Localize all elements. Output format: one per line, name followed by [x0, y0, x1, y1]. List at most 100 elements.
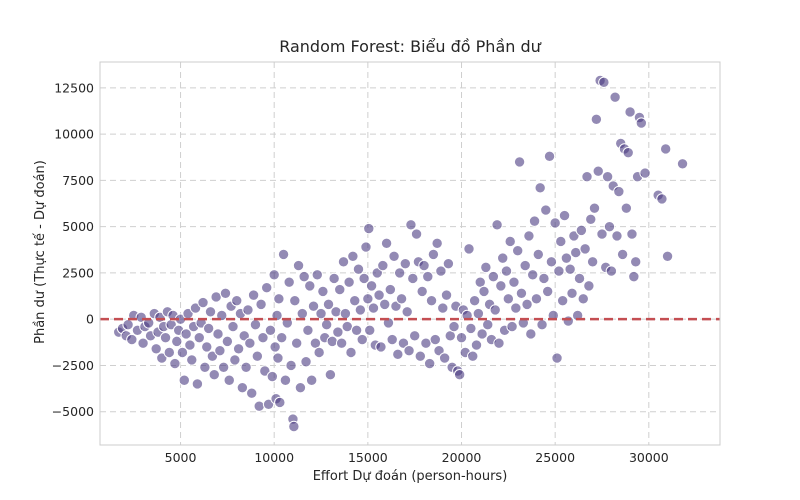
data-point — [186, 354, 198, 366]
data-point — [253, 400, 265, 412]
data-point — [277, 248, 290, 261]
y-tick-label: −2500 — [52, 358, 94, 373]
data-point — [337, 256, 350, 268]
data-point — [611, 230, 623, 242]
data-point — [497, 252, 509, 264]
data-point — [251, 350, 264, 362]
data-point — [455, 331, 468, 344]
data-point — [573, 272, 586, 285]
data-point — [311, 269, 323, 281]
data-point — [410, 228, 423, 240]
data-point — [401, 306, 413, 318]
data-point — [425, 294, 438, 307]
data-point — [463, 243, 475, 255]
data-point — [521, 298, 533, 311]
data-point — [322, 298, 335, 311]
data-point — [558, 209, 571, 222]
data-point — [601, 171, 614, 183]
data-point — [244, 337, 256, 349]
data-point — [290, 337, 303, 349]
data-point — [350, 324, 363, 336]
data-point — [227, 320, 239, 333]
data-point — [283, 276, 295, 288]
data-point — [206, 350, 219, 362]
data-point — [201, 341, 213, 353]
data-point — [219, 287, 232, 299]
x-tick-label: 20000 — [442, 450, 482, 465]
data-point — [126, 333, 138, 346]
data-point — [532, 248, 545, 261]
data-point — [292, 259, 305, 272]
data-point — [525, 328, 537, 340]
x-tick-label: 25000 — [535, 450, 575, 465]
data-point — [262, 398, 275, 410]
data-point — [622, 146, 634, 159]
data-point — [257, 331, 269, 344]
data-point — [393, 267, 406, 279]
data-point — [341, 320, 353, 333]
data-point — [137, 337, 149, 349]
x-tick-label: 15000 — [348, 450, 388, 465]
data-point — [562, 315, 574, 327]
data-point — [159, 331, 172, 344]
data-point — [242, 304, 254, 316]
data-point — [302, 324, 314, 336]
data-point — [598, 76, 610, 89]
data-point — [493, 337, 505, 349]
data-point — [163, 346, 176, 359]
data-point — [661, 250, 674, 262]
data-point — [418, 259, 430, 272]
x-tick-label: 10000 — [254, 450, 294, 465]
y-tick-label: 0 — [86, 312, 94, 327]
data-point — [502, 293, 515, 305]
data-point — [596, 228, 608, 240]
x-tick-labels: 5000 10000 15000 20000 25000 30000 — [165, 450, 669, 465]
data-point — [620, 202, 633, 214]
data-point — [414, 350, 427, 362]
data-point — [246, 387, 258, 399]
data-point — [269, 341, 281, 353]
data-point — [324, 368, 337, 381]
data-point — [478, 285, 490, 298]
data-point — [495, 280, 507, 292]
data-point — [176, 346, 189, 359]
data-point — [526, 269, 539, 281]
data-point — [261, 282, 273, 294]
data-point — [440, 289, 453, 301]
data-point — [438, 352, 451, 364]
data-point — [489, 304, 501, 316]
data-point — [326, 335, 338, 348]
data-point — [556, 294, 569, 307]
data-point — [268, 269, 280, 281]
data-point — [427, 248, 440, 261]
data-point — [624, 106, 636, 118]
data-point — [272, 352, 284, 364]
data-point — [354, 304, 367, 316]
data-point — [214, 344, 226, 357]
data-point — [592, 165, 604, 177]
data-point — [221, 335, 234, 348]
data-point — [609, 91, 621, 103]
data-point — [375, 341, 387, 353]
data-point — [405, 219, 417, 231]
data-point — [392, 348, 404, 361]
data-point — [180, 328, 192, 340]
data-point — [416, 285, 428, 298]
data-point — [543, 150, 556, 163]
data-point — [467, 350, 479, 362]
data-point — [259, 365, 271, 377]
data-point — [289, 294, 301, 307]
data-point — [294, 381, 307, 394]
data-point — [150, 343, 162, 355]
data-point — [334, 283, 346, 296]
data-point — [510, 302, 522, 314]
data-point — [358, 272, 370, 285]
data-points — [113, 74, 689, 433]
data-point — [549, 217, 561, 229]
data-point — [504, 235, 516, 248]
x-gridlines — [180, 62, 650, 445]
data-point — [305, 374, 318, 386]
data-point — [298, 270, 310, 283]
y-tick-label: −5000 — [52, 404, 94, 419]
data-point — [442, 257, 455, 270]
